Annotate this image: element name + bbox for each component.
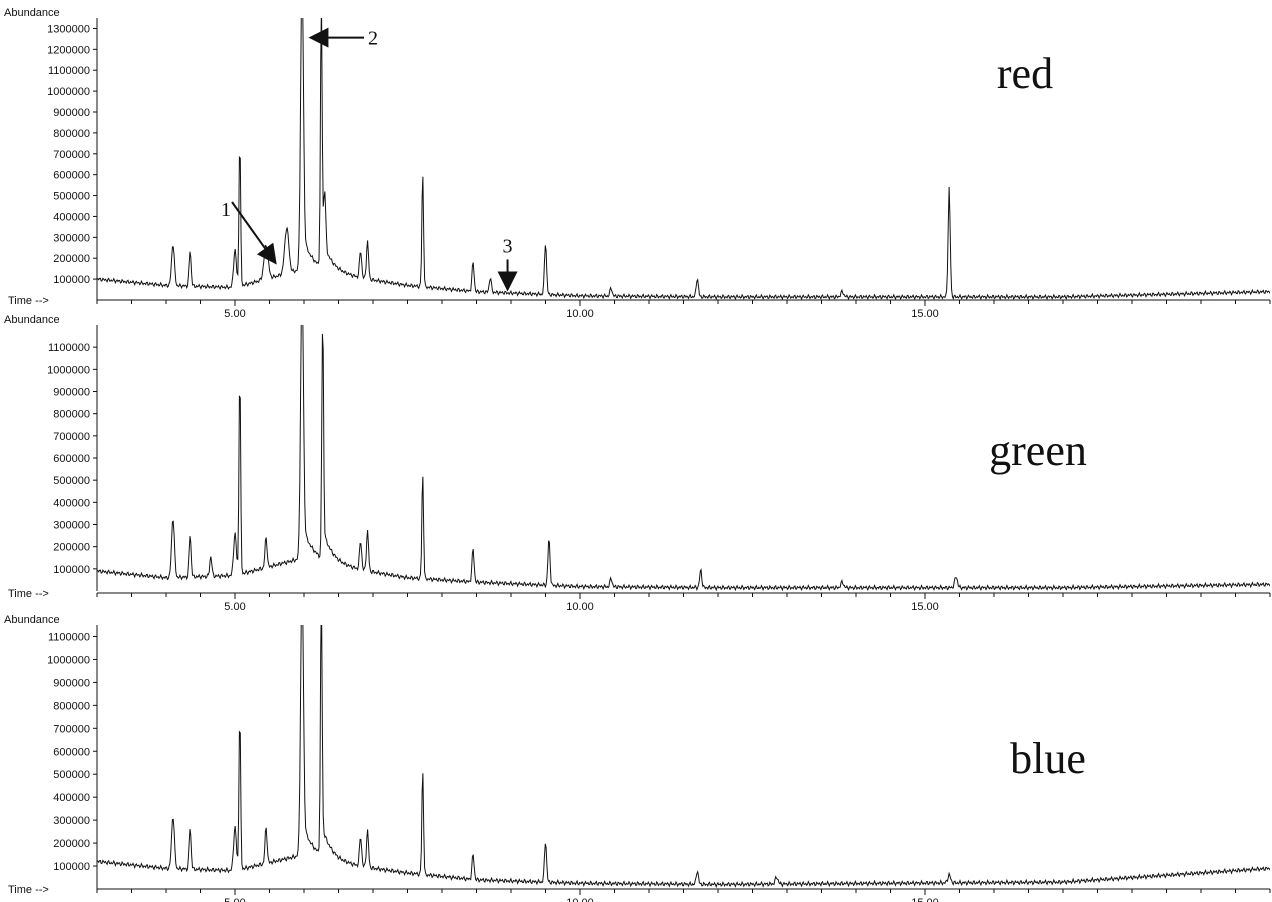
y-tick-label: 300000 [53,815,90,827]
y-tick-label: 600000 [53,746,90,758]
y-tick-label: 1100000 [48,342,90,354]
panel-label-red: red [997,49,1053,98]
y-tick-label: 1100000 [48,631,90,643]
y-tick-label: 700000 [53,149,90,161]
chart-panel-green: Abundance 100000 200000 300000 400000 500000 6… [4,314,1271,613]
y-tick-label: 900000 [53,107,90,119]
y-tick-label: 100000 [53,861,90,873]
y-tick-label: 1200000 [47,44,90,56]
annotation-label-2: 2 [368,28,378,50]
x-tick-label: 5.00 [224,308,245,320]
y-tick-label: 200000 [53,253,90,265]
y-tick-label: 400000 [53,792,90,804]
y-tick-label: 700000 [53,431,90,443]
y-tick-label: 1000000 [47,654,90,666]
annotation-label-3: 3 [503,235,513,257]
y-tick-label: 200000 [53,542,90,554]
y-tick-label: 800000 [53,700,90,712]
y-tick-label: 900000 [53,387,90,399]
x-tick-label: 10.00 [566,601,594,613]
y-tick-label: 1300000 [47,23,90,35]
y-tick-label: 400000 [53,497,90,509]
annotation-label-1: 1 [221,199,231,221]
y-tick-label: 1100000 [48,65,90,77]
y-tick-label: 900000 [53,677,90,689]
x-tick-label: 5.00 [224,601,245,613]
y-tick-label: 500000 [53,769,90,781]
y-tick-label: 1000000 [47,86,90,98]
panel-label-blue: blue [1010,734,1086,783]
y-tick-label: 100000 [53,274,90,286]
x-axis-label: Time --> [8,884,49,896]
y-tick-label: 300000 [53,232,90,244]
series-line-green [97,325,1270,592]
y-tick-label: 300000 [53,520,90,532]
y-tick-label: 600000 [53,170,90,182]
y-axis-label: Abundance [4,314,60,326]
y-tick-label: 400000 [53,211,90,223]
y-tick-label: 500000 [53,475,90,487]
x-tick-label: 10.00 [566,897,594,902]
x-axis-label: Time --> [8,295,49,307]
y-tick-label: 100000 [53,564,90,576]
x-axis-label: Time --> [8,588,49,600]
y-axis-label: Abundance [4,7,60,19]
y-tick-label: 600000 [53,453,90,465]
series-line-blue [97,625,1270,889]
y-tick-label: 800000 [53,128,90,140]
x-tick-label: 5.00 [224,897,245,902]
y-tick-label: 200000 [53,838,90,850]
x-tick-label: 15.00 [911,601,939,613]
x-tick-label: 15.00 [911,308,939,320]
annotation-arrow-1 [231,201,277,265]
series-line-red [97,18,1270,301]
y-axis-label: Abundance [4,614,60,626]
panel-label-green: green [989,426,1087,475]
x-tick-label: 15.00 [911,897,939,902]
y-tick-label: 1000000 [47,364,90,376]
y-tick-label: 700000 [53,723,90,735]
x-tick-label: 10.00 [566,308,594,320]
chart-panel-blue: Abundance 100000 200000 300000 400000 500000 6… [4,614,1271,902]
chart-panel-red: Abundance 100000 200000 300000 400000 500000 6… [4,7,1271,320]
y-tick-label: 500000 [53,191,90,203]
y-tick-label: 800000 [53,409,90,421]
